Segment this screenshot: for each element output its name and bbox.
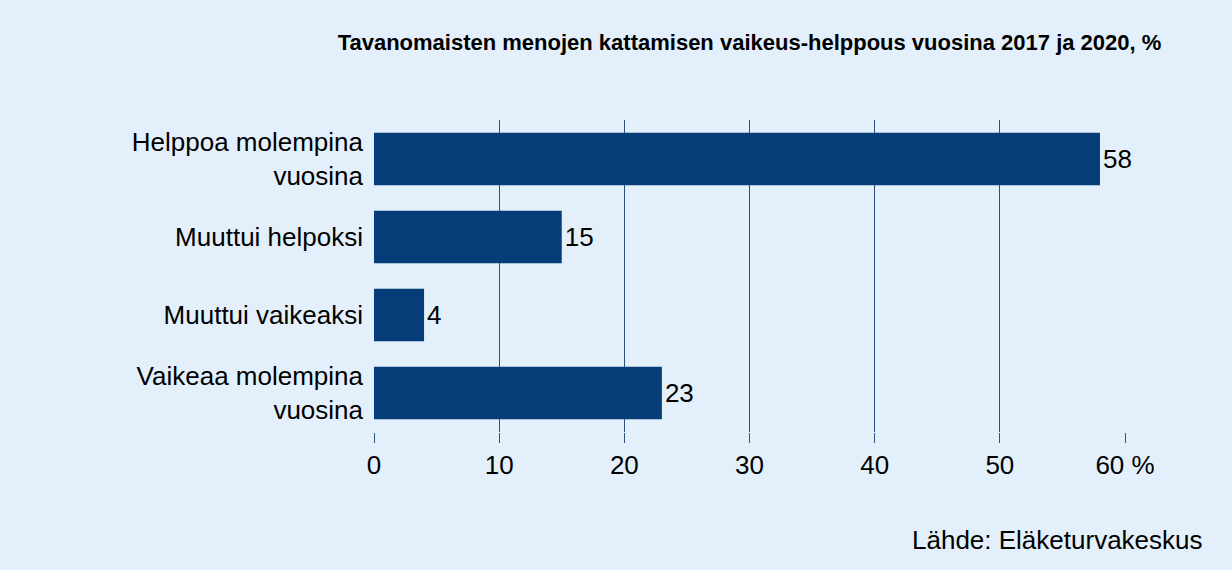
svg-text:20: 20: [610, 450, 639, 480]
svg-text:40: 40: [860, 450, 889, 480]
svg-text:Vaikeaa molempinavuosina: Vaikeaa molempinavuosina: [137, 361, 364, 425]
svg-text:Lähde: Eläketurvakeskus: Lähde: Eläketurvakeskus: [912, 525, 1203, 555]
svg-text:50: 50: [985, 450, 1014, 480]
svg-text:60 %: 60 %: [1095, 450, 1154, 480]
svg-text:Muuttui vaikeaksi: Muuttui vaikeaksi: [164, 300, 363, 330]
svg-text:4: 4: [427, 300, 441, 330]
svg-text:23: 23: [665, 378, 694, 408]
svg-text:Muuttui helpoksi: Muuttui helpoksi: [175, 222, 363, 252]
svg-text:30: 30: [735, 450, 764, 480]
svg-text:0: 0: [367, 450, 381, 480]
svg-text:Helppoa molempinavuosina: Helppoa molempinavuosina: [132, 127, 364, 191]
svg-text:58: 58: [1103, 144, 1132, 174]
svg-text:10: 10: [485, 450, 514, 480]
svg-text:Tavanomaisten menojen kattamis: Tavanomaisten menojen kattamisen vaikeus…: [338, 30, 1162, 55]
svg-text:15: 15: [565, 222, 594, 252]
